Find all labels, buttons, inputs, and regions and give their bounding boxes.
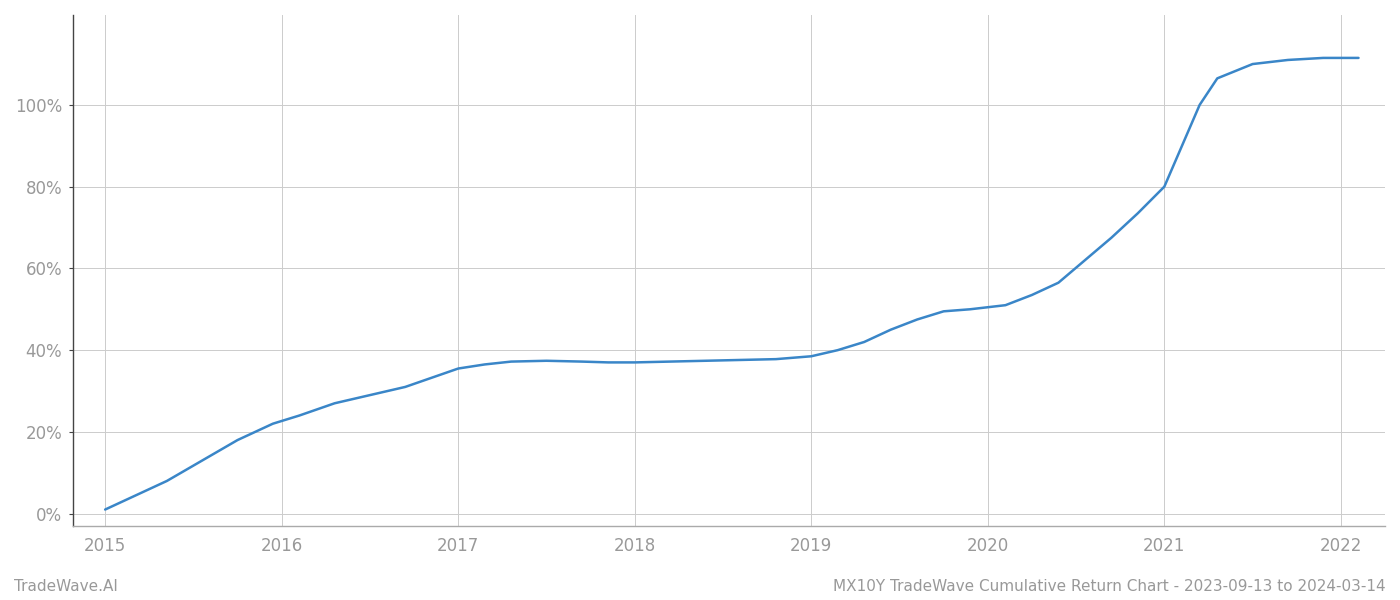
Text: MX10Y TradeWave Cumulative Return Chart - 2023-09-13 to 2024-03-14: MX10Y TradeWave Cumulative Return Chart … — [833, 579, 1386, 594]
Text: TradeWave.AI: TradeWave.AI — [14, 579, 118, 594]
